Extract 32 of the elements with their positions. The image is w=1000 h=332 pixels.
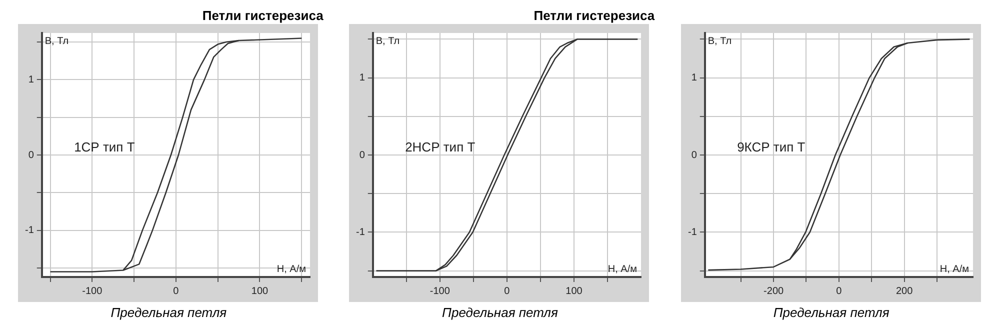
x-axis-title: H, А/м bbox=[608, 264, 638, 275]
y-tick-label: 0 bbox=[28, 150, 34, 161]
y-tick-label: 1 bbox=[28, 74, 34, 86]
x-axis-title: H, А/м bbox=[940, 264, 969, 275]
text: Предельная петля bbox=[772, 305, 890, 320]
y-axis-title: B, Тл bbox=[708, 36, 732, 47]
chart-title: Петли гистерезиса bbox=[532, 8, 656, 24]
y-tick-label: 1 bbox=[360, 72, 366, 84]
x-axis-title: H, А/м bbox=[276, 264, 306, 275]
y-tick-label: -1 bbox=[688, 226, 697, 238]
annotation: 9КСР тип Т bbox=[736, 139, 805, 154]
x-tick-label: -100 bbox=[430, 286, 451, 297]
y-tick-label: -1 bbox=[356, 226, 366, 238]
chart-title: Петли гистерезиса bbox=[201, 8, 324, 24]
x-tick-label: -100 bbox=[82, 286, 103, 297]
x-tick-label: 100 bbox=[251, 286, 269, 297]
x-tick-label: 200 bbox=[896, 286, 913, 297]
y-tick-label: 0 bbox=[690, 150, 697, 161]
y-axis-title: B, Тл bbox=[376, 36, 400, 47]
x-tick-label: 0 bbox=[836, 286, 842, 297]
y-tick-label: 1 bbox=[690, 72, 697, 84]
x-tick-label: -200 bbox=[763, 286, 784, 297]
text: Предельная петля bbox=[110, 305, 228, 320]
y-tick-label: -1 bbox=[24, 225, 34, 236]
annotation: 1СР тип Т bbox=[74, 139, 135, 154]
annotation: 2НСР тип Т bbox=[405, 139, 476, 154]
x-tick-label: 0 bbox=[504, 286, 510, 297]
y-axis-title: B, Тл bbox=[44, 36, 69, 47]
x-tick-label: 100 bbox=[566, 286, 584, 297]
text: Предельная петля bbox=[441, 305, 559, 320]
x-tick-label: 0 bbox=[173, 286, 180, 297]
y-tick-label: 0 bbox=[360, 150, 366, 161]
